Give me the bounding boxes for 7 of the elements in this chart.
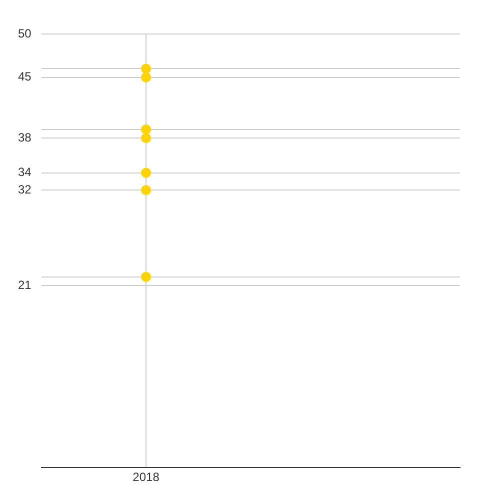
y-tick-label: 34 [18, 165, 32, 180]
y-tick-label: 38 [18, 130, 32, 144]
y-tick-label: 32 [18, 182, 32, 196]
x-tick-label: 2018 [132, 470, 160, 484]
y-tick-label: 45 [18, 70, 32, 84]
y-tick-label: 50 [18, 26, 32, 40]
y-tick-label: 21 [18, 278, 32, 292]
